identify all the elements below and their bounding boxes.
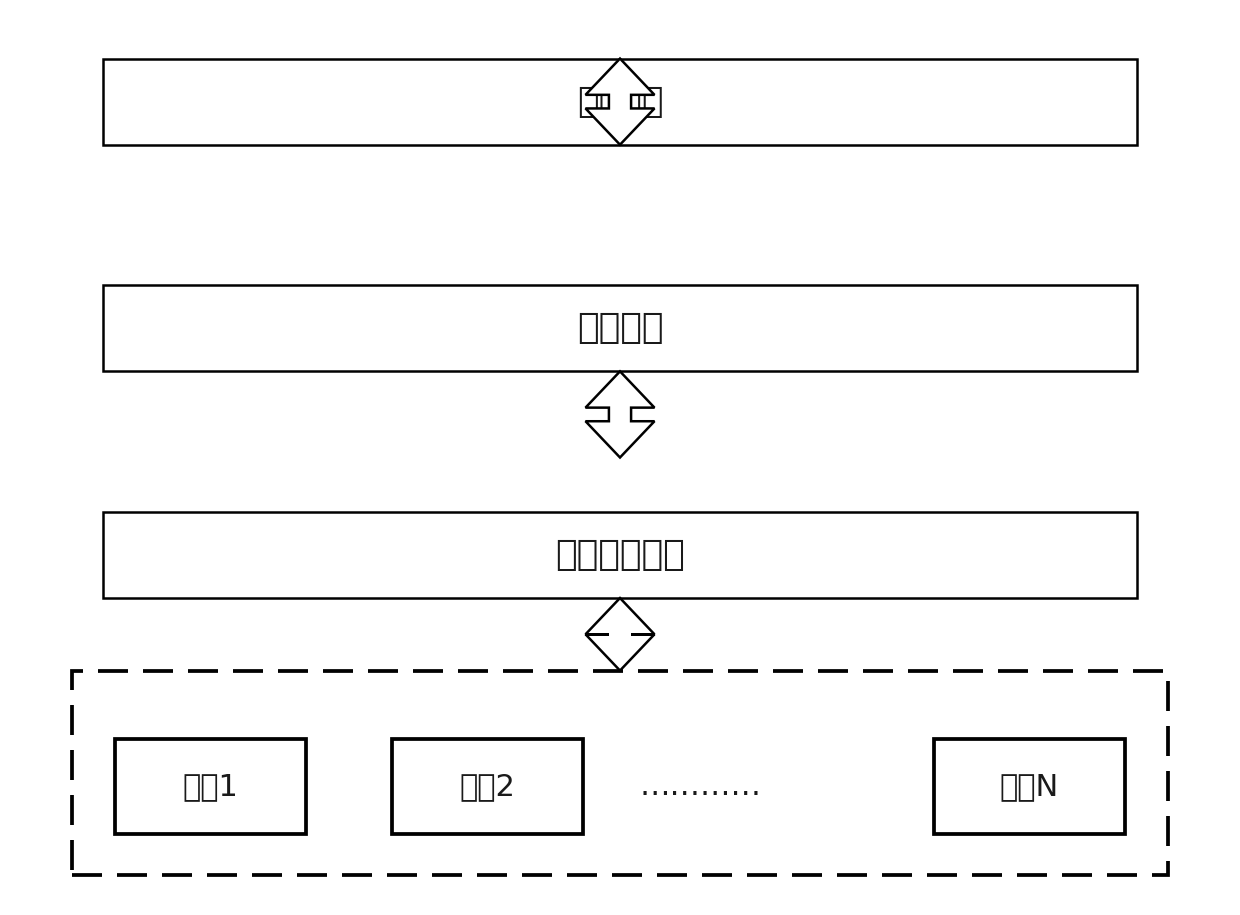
- Bar: [392, 738, 583, 834]
- Bar: [103, 511, 1137, 598]
- Text: 待测通信电缆: 待测通信电缆: [556, 538, 684, 572]
- Bar: [103, 285, 1137, 371]
- Bar: [103, 59, 1137, 145]
- Polygon shape: [585, 59, 655, 145]
- Bar: [72, 671, 1168, 875]
- Text: 主控制器: 主控制器: [577, 84, 663, 119]
- Text: …………: …………: [639, 772, 761, 802]
- Bar: [934, 738, 1125, 834]
- Polygon shape: [585, 598, 655, 671]
- Polygon shape: [585, 371, 655, 458]
- Text: 终端1: 终端1: [182, 771, 238, 801]
- Bar: [115, 738, 306, 834]
- Text: 终端N: 终端N: [999, 771, 1059, 801]
- Text: 终端2: 终端2: [460, 771, 516, 801]
- Text: 现场主机: 现场主机: [577, 311, 663, 345]
